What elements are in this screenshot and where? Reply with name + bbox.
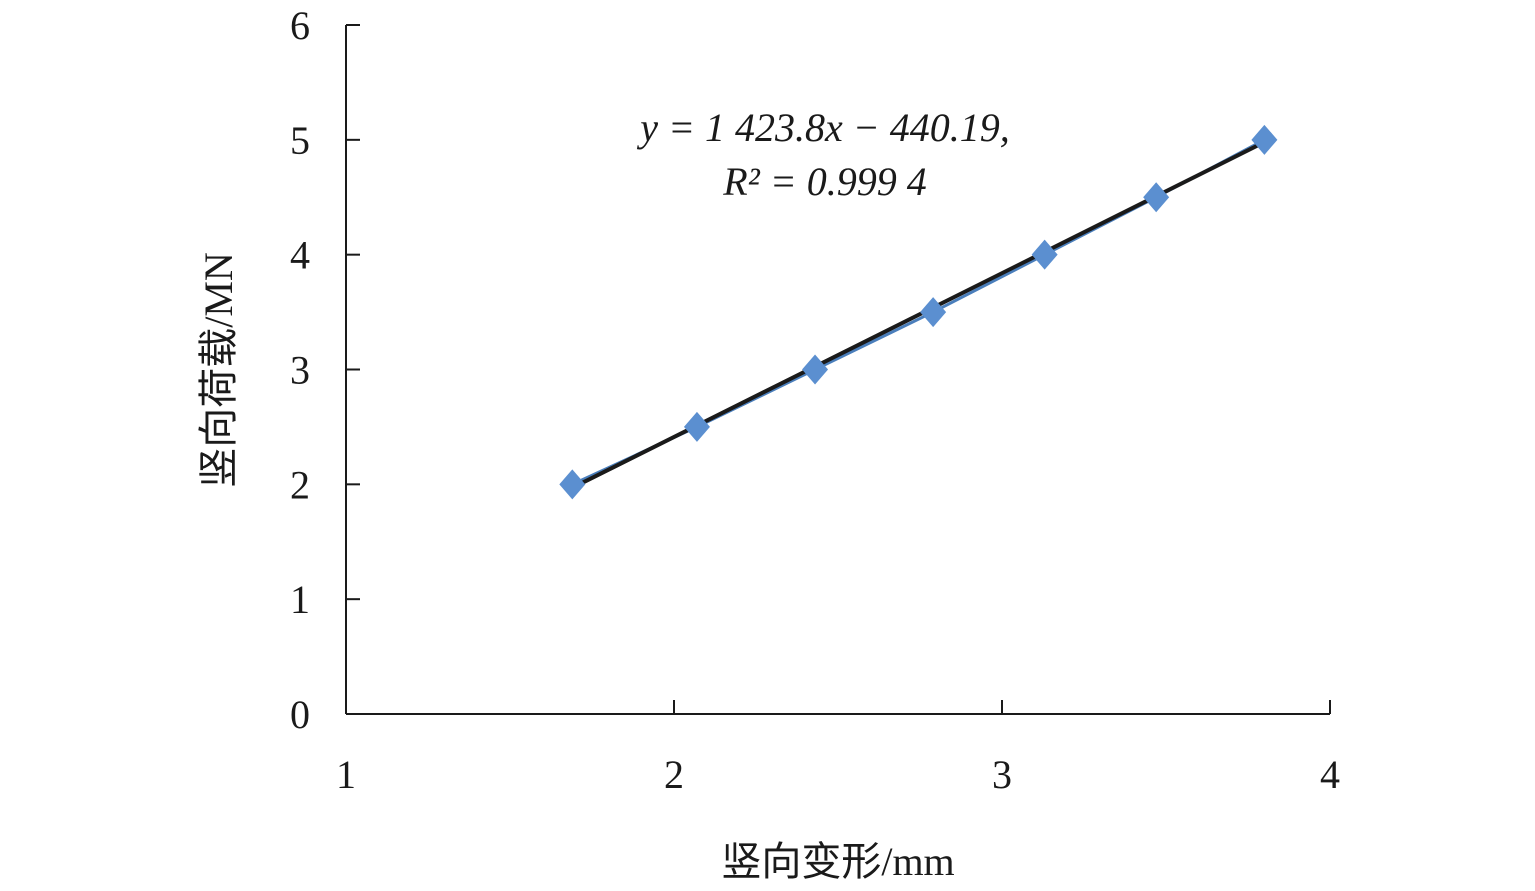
marker <box>559 469 586 500</box>
y-tick-label: 3 <box>290 348 310 393</box>
y-tick-label: 4 <box>290 233 310 278</box>
x-tick-label: 1 <box>336 752 356 797</box>
annotation: R² = 0.999 4 <box>722 159 926 204</box>
marker <box>920 297 947 328</box>
x-tick-label: 4 <box>1320 752 1340 797</box>
y-tick-label: 6 <box>290 3 310 48</box>
marker <box>683 411 710 442</box>
y-tick-label: 0 <box>290 692 310 737</box>
x-axis-label: 竖向变形/mm <box>721 839 954 884</box>
y-tick-label: 2 <box>290 462 310 507</box>
y-tick-label: 1 <box>290 577 310 622</box>
marker <box>1031 239 1058 270</box>
x-tick-label: 3 <box>992 752 1012 797</box>
marker <box>1251 124 1278 155</box>
x-tick-label: 2 <box>664 752 684 797</box>
marker <box>802 354 829 385</box>
y-tick-label: 5 <box>290 118 310 163</box>
marker <box>1143 182 1170 213</box>
annotation: y = 1 423.8x − 440.19, <box>636 105 1010 150</box>
y-axis-label: 竖向荷载/MN <box>196 252 241 488</box>
